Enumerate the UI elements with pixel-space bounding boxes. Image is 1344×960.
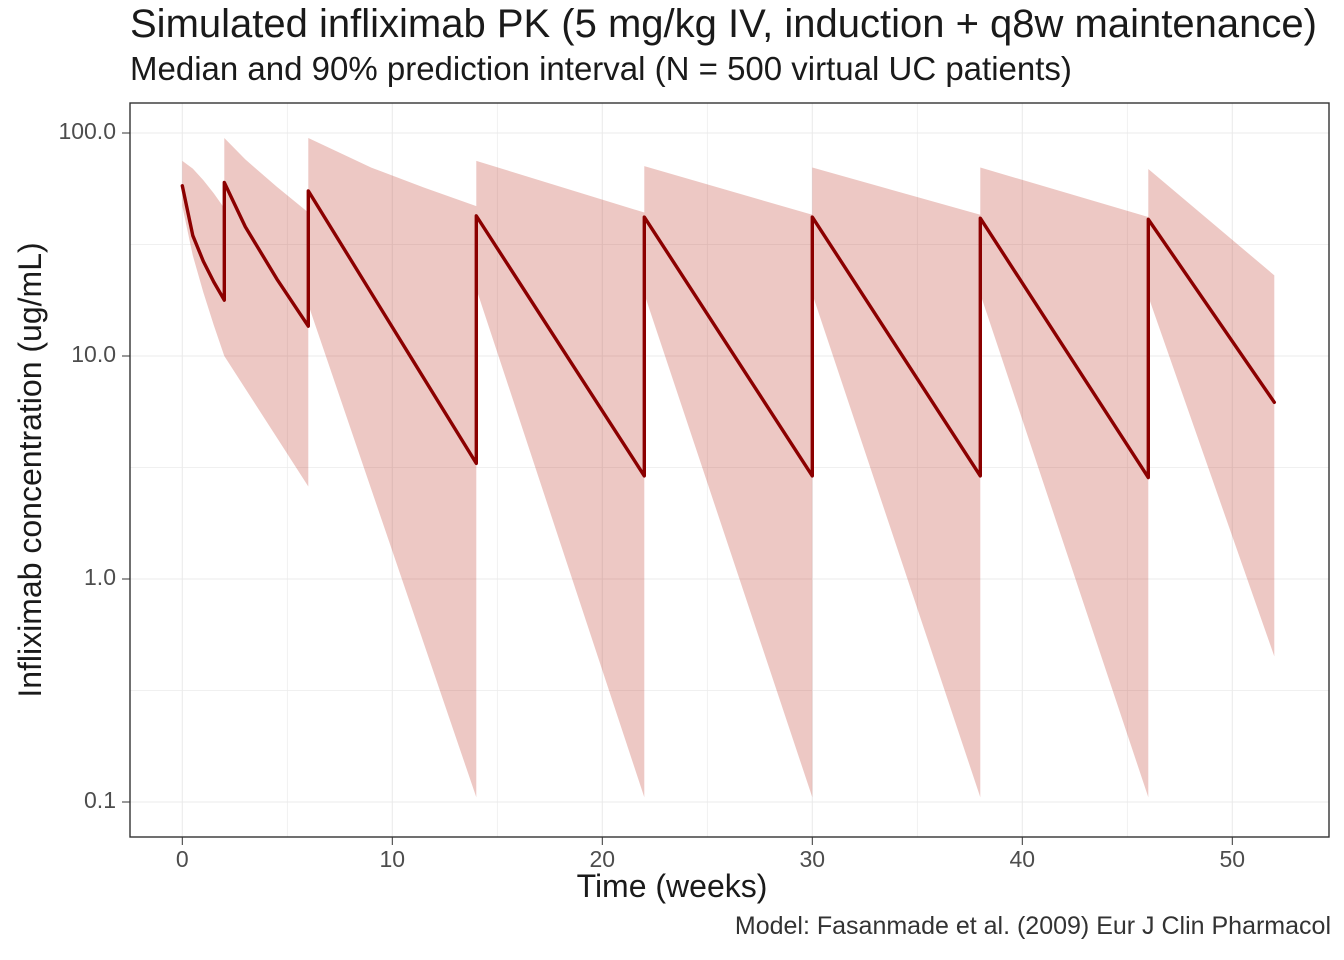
svg-text:20: 20 xyxy=(590,846,616,872)
svg-text:10.0: 10.0 xyxy=(71,341,116,367)
svg-text:10: 10 xyxy=(380,846,406,872)
svg-text:0.1: 0.1 xyxy=(84,787,116,813)
svg-text:1.0: 1.0 xyxy=(84,564,116,590)
svg-text:30: 30 xyxy=(800,846,826,872)
svg-text:0: 0 xyxy=(176,846,189,872)
svg-text:50: 50 xyxy=(1220,846,1246,872)
svg-text:40: 40 xyxy=(1010,846,1036,872)
svg-text:100.0: 100.0 xyxy=(58,118,116,144)
